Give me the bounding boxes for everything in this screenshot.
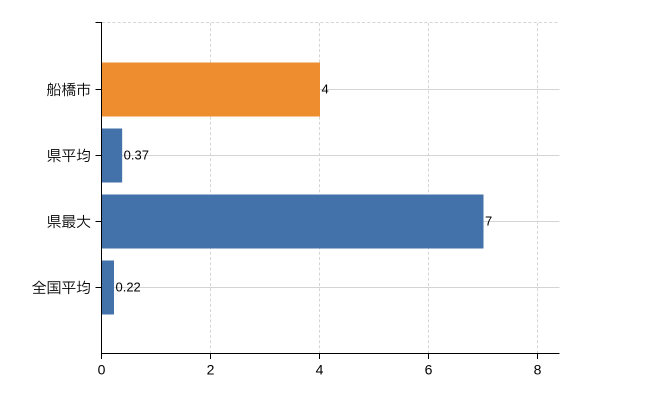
svg-text:4: 4 [322, 82, 329, 97]
svg-text:0.37: 0.37 [124, 148, 149, 163]
svg-text:8: 8 [534, 362, 542, 378]
svg-text:2: 2 [207, 362, 215, 378]
svg-text:4: 4 [316, 362, 324, 378]
svg-text:0: 0 [98, 362, 106, 378]
svg-text:7: 7 [485, 214, 492, 229]
svg-text:0.22: 0.22 [115, 280, 140, 295]
svg-text:6: 6 [425, 362, 433, 378]
